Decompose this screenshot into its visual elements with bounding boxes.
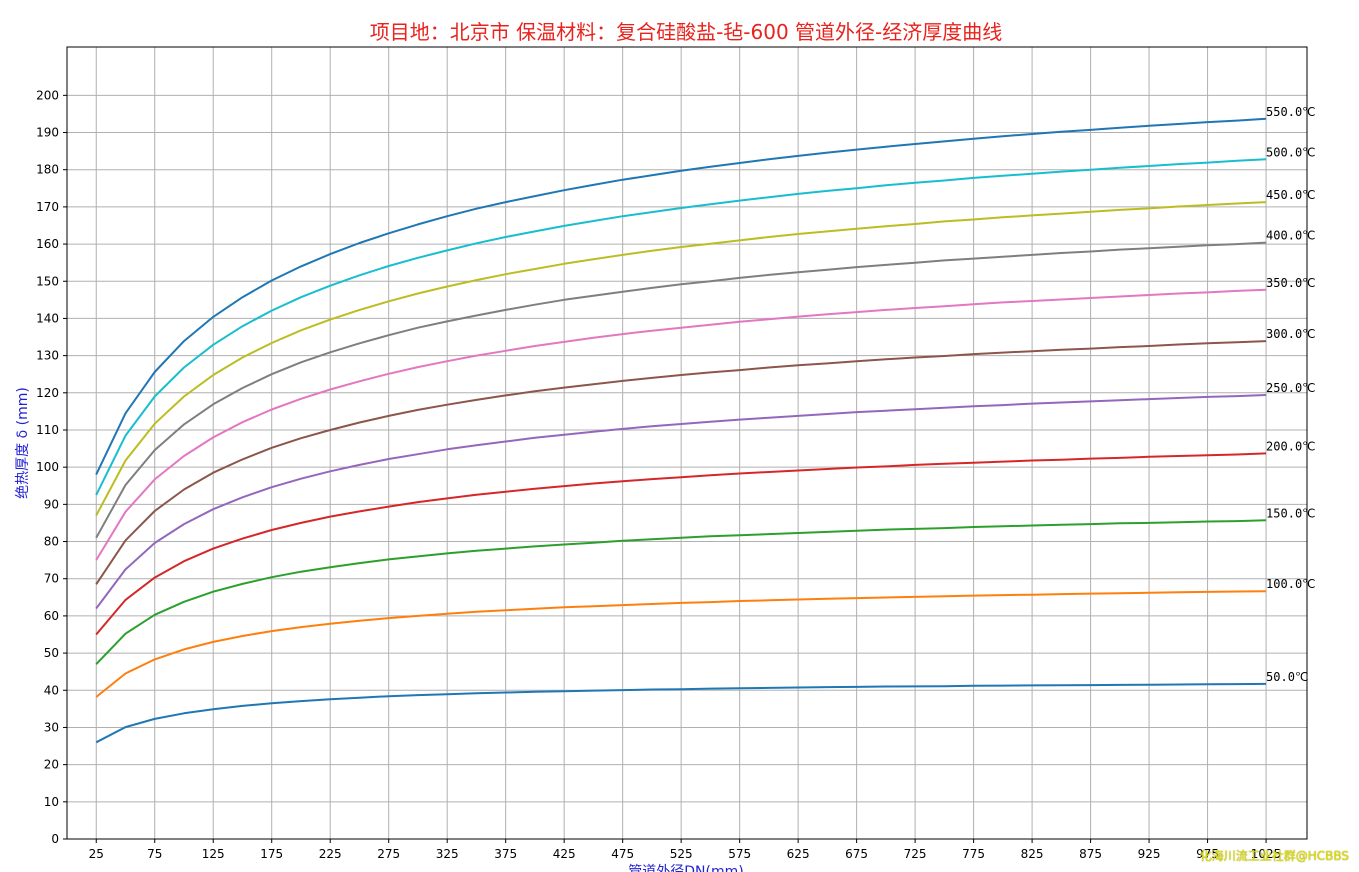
series-line (95, 201, 1267, 516)
series-line (95, 590, 1267, 698)
y-tick-label: 50 (44, 646, 59, 660)
x-tick-label: 675 (845, 847, 868, 861)
series-line (95, 158, 1267, 496)
y-tick-label: 0 (51, 832, 59, 846)
x-tick-label: 775 (962, 847, 985, 861)
x-tick-label: 525 (670, 847, 693, 861)
series-line (95, 394, 1267, 610)
x-tick-label: 975 (1196, 847, 1219, 861)
x-tick-label: 1025 (1251, 847, 1282, 861)
series-label: 550.0℃ (1266, 105, 1316, 119)
y-tick-label: 100 (36, 460, 59, 474)
y-tick-label: 70 (44, 572, 59, 586)
y-tick-label: 130 (36, 349, 59, 363)
x-tick-label: 325 (436, 847, 459, 861)
y-tick-label: 120 (36, 386, 59, 400)
series-label: 350.0℃ (1266, 276, 1316, 290)
x-tick-label: 225 (319, 847, 342, 861)
series-labels: 50.0℃ 100.0℃ 150.0℃ 200.0℃ 250.0℃ 300.0℃ 350.0… (1266, 105, 1316, 684)
y-tick-label: 200 (36, 88, 59, 102)
y-axis-label: 绝热厚度 δ (mm) (15, 387, 31, 499)
series-label: 250.0℃ (1266, 381, 1316, 395)
x-tick-label: 925 (1138, 847, 1161, 861)
watermark: 化海川流工业社群@HCBBS (1199, 849, 1349, 863)
x-tick-label: 25 (89, 847, 104, 861)
x-tick-label: 475 (611, 847, 634, 861)
y-tick-label: 190 (36, 126, 59, 140)
y-ticks: 0 10 20 30 40 50 60 70 80 90 100 110 120 130 140 150 160… (36, 88, 67, 846)
x-tick-label: 575 (728, 847, 751, 861)
series-lines (95, 117, 1267, 744)
y-tick-label: 160 (36, 237, 59, 251)
y-tick-label: 90 (44, 497, 59, 511)
series-line (95, 682, 1267, 744)
x-tick-label: 375 (494, 847, 517, 861)
series-line (95, 288, 1267, 561)
x-tick-label: 275 (377, 847, 400, 861)
series-label: 300.0℃ (1266, 327, 1316, 341)
series-label: 200.0℃ (1266, 439, 1316, 453)
x-axis-label: 管道外径DN(mm) (628, 864, 743, 872)
series-label: 500.0℃ (1266, 145, 1316, 159)
y-tick-label: 180 (36, 163, 59, 177)
grid (67, 47, 1307, 840)
series-line (95, 241, 1267, 539)
series-line (95, 340, 1267, 585)
x-tick-label: 425 (553, 847, 576, 861)
x-tick-label: 725 (904, 847, 927, 861)
y-tick-label: 10 (44, 795, 59, 809)
y-tick-label: 140 (36, 311, 59, 325)
x-tick-label: 825 (1021, 847, 1044, 861)
y-tick-label: 150 (36, 274, 59, 288)
series-label: 450.0℃ (1266, 188, 1316, 202)
y-tick-label: 80 (44, 535, 59, 549)
x-ticks: 25 75 125 175 225 275 325 375 425 475 525 575 625 675… (89, 839, 1282, 861)
x-tick-label: 125 (202, 847, 225, 861)
x-tick-label: 75 (147, 847, 162, 861)
y-tick-label: 20 (44, 758, 59, 772)
series-line (95, 117, 1267, 476)
y-tick-label: 30 (44, 720, 59, 734)
x-tick-label: 875 (1079, 847, 1102, 861)
y-tick-label: 60 (44, 609, 59, 623)
x-tick-label: 625 (787, 847, 810, 861)
y-tick-label: 170 (36, 200, 59, 214)
series-line (95, 452, 1267, 636)
series-label: 100.0℃ (1266, 577, 1316, 591)
chart-title: 项目地：北京市 保温材料：复合硅酸盐-毡-600 管道外径-经济厚度曲线 (370, 20, 1003, 44)
y-tick-label: 40 (44, 683, 59, 697)
plot-frame (66, 46, 1308, 840)
series-label: 50.0℃ (1266, 670, 1308, 684)
y-tick-label: 110 (36, 423, 59, 437)
x-tick-label: 175 (260, 847, 283, 861)
series-line (95, 519, 1267, 665)
series-label: 150.0℃ (1266, 506, 1316, 520)
series-label: 400.0℃ (1266, 229, 1316, 243)
